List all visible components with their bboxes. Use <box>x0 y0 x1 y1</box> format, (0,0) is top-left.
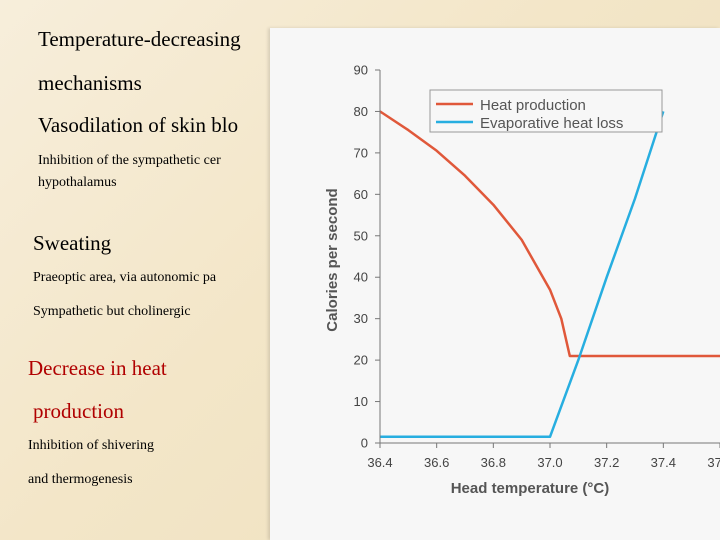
series-line-evaporative-heat-loss <box>380 111 665 439</box>
heading-decrease-heat: Decrease in heat <box>28 356 167 380</box>
x-tick-label: 37.0 <box>537 455 562 470</box>
legend-label-evaporative-heat-loss: Evaporative heat loss <box>480 115 623 132</box>
x-axis-ticks: 36.4 36.6 36.8 37.0 37.2 37.4 37.6 <box>367 443 720 470</box>
heading-mechanisms: mechanisms <box>38 71 142 95</box>
x-tick-label: 36.6 <box>424 455 449 470</box>
text-inhibition-shivering: Inhibition of shivering <box>28 438 154 453</box>
y-tick-label: 30 <box>354 311 368 326</box>
x-tick-label: 36.4 <box>367 455 392 470</box>
chart-panel: 0 10 20 30 40 50 60 70 80 90 36.4 36.6 36.8 37.0 37.2… <box>270 28 720 540</box>
heading-production: production <box>33 399 124 423</box>
x-axis-title: Head temperature (°C) <box>451 480 610 497</box>
y-tick-label: 50 <box>354 228 368 243</box>
heading-temperature-decreasing: Temperature-decreasing <box>38 27 241 51</box>
x-tick-label: 37.2 <box>594 455 619 470</box>
heading-sweating: Sweating <box>33 231 112 255</box>
y-tick-label: 20 <box>354 353 368 368</box>
legend: Heat production Evaporative heat loss <box>429 89 663 133</box>
y-tick-label: 0 <box>361 436 368 451</box>
legend-box <box>429 89 663 133</box>
slide-text-panel: Temperature-decreasing mechanisms Vasodi… <box>0 0 300 540</box>
y-tick-label: 70 <box>354 145 368 160</box>
series-line-heat-production <box>379 110 720 358</box>
legend-label-heat-production: Heat production <box>480 97 586 114</box>
x-tick-label: 37.6 <box>707 455 720 470</box>
y-tick-label: 90 <box>354 63 368 78</box>
x-tick-label: 36.8 <box>481 455 506 470</box>
text-hypothalamus: hypothalamus <box>38 175 117 190</box>
text-praeoptic-area: Praeoptic area, via autonomic pa <box>33 270 217 285</box>
text-inhibition-sympathetic: Inhibition of the sympathetic cer <box>38 153 221 168</box>
y-axis-ticks: 0 10 20 30 40 50 60 70 80 90 <box>354 63 380 451</box>
series-layer <box>379 110 720 439</box>
text-thermogenesis: and thermogenesis <box>28 472 133 487</box>
chart-svg: 0 10 20 30 40 50 60 70 80 90 36.4 36.6 36.8 37.0 37.2… <box>324 63 720 497</box>
y-tick-label: 10 <box>354 394 368 409</box>
heading-vasodilation: Vasodilation of skin blo <box>38 113 239 137</box>
y-axis-title: Calories per second <box>324 188 341 331</box>
x-tick-label: 37.4 <box>651 455 676 470</box>
y-tick-label: 40 <box>354 270 368 285</box>
y-tick-label: 60 <box>354 187 368 202</box>
text-sympathetic-cholinergic: Sympathetic but cholinergic <box>33 304 191 319</box>
y-tick-label: 80 <box>354 104 368 119</box>
